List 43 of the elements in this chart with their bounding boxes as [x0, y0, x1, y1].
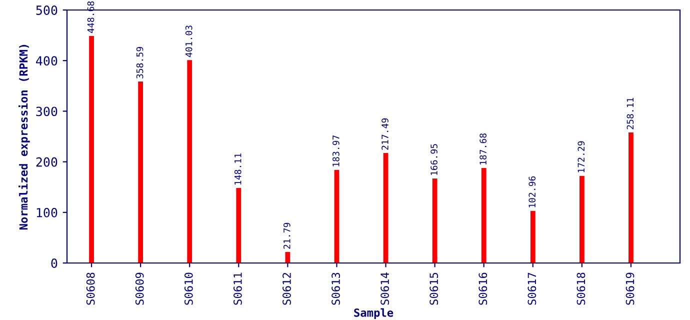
data-label: 21.79 [283, 222, 290, 249]
data-label: 172.29 [578, 141, 585, 172]
bar [285, 252, 290, 263]
bar [383, 152, 388, 263]
bar [628, 132, 634, 263]
x-tick-label: S0608 [86, 272, 95, 305]
data-label: 166.95 [430, 144, 438, 175]
x-tick-label: S0609 [135, 272, 144, 305]
x-tick-label: S0615 [430, 272, 438, 305]
data-label: 183.97 [332, 135, 340, 166]
data-label: 187.68 [480, 133, 486, 164]
x-tick-label: S0611 [233, 272, 242, 305]
bar [236, 188, 242, 263]
data-label: 401.03 [185, 26, 192, 58]
y-tick-label: 100 [36, 208, 58, 218]
x-tick-label: S0619 [626, 272, 634, 305]
y-tick-label: 400 [36, 56, 58, 66]
y-tick-label: 200 [36, 157, 58, 167]
y-tick-label: 300 [36, 106, 58, 116]
x-tick-label: S0614 [380, 272, 390, 305]
bar [89, 36, 94, 263]
y-axis-title: Normalized expression (RPKM) [18, 44, 30, 230]
x-tick-label: S0616 [478, 272, 488, 305]
x-tick-label: S0612 [282, 272, 291, 305]
data-label: 102.96 [528, 176, 536, 208]
data-label: 358.59 [136, 47, 144, 78]
bar [432, 178, 438, 263]
data-label: 148.11 [234, 154, 242, 184]
bar [187, 60, 192, 263]
data-label: 217.49 [382, 118, 388, 150]
x-tick-label: S0610 [184, 272, 193, 305]
x-tick-label: S0618 [576, 272, 586, 305]
bar [138, 82, 144, 263]
bar [334, 170, 340, 263]
bar [530, 210, 536, 263]
data-label: 258.11 [626, 98, 634, 130]
y-tick-label: 0 [51, 258, 58, 268]
x-tick-label: S0613 [332, 272, 340, 305]
x-axis-title: Sample [354, 308, 394, 320]
y-tick-label: 500 [36, 6, 58, 15]
bar [579, 176, 584, 263]
x-tick-label: S0617 [528, 272, 536, 305]
bar [481, 168, 486, 263]
